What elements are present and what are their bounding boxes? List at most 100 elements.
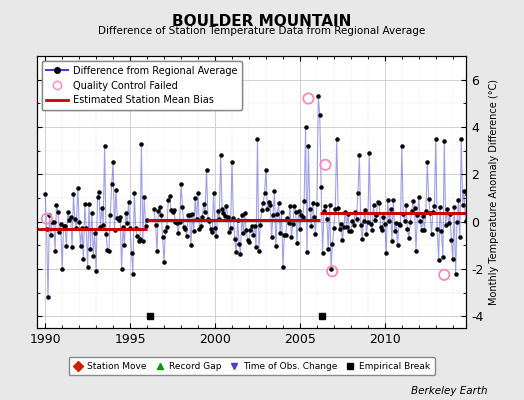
Point — [289, 220, 297, 227]
Point — [51, 248, 59, 254]
Text: Difference of Station Temperature Data from Regional Average: Difference of Station Temperature Data f… — [99, 26, 425, 36]
Point — [96, 224, 105, 230]
Point — [457, 136, 465, 142]
Point — [442, 222, 450, 228]
Point — [304, 143, 313, 149]
Point — [380, 220, 389, 227]
Point — [304, 95, 313, 102]
Point — [52, 202, 61, 208]
Point — [321, 162, 330, 168]
Point — [279, 263, 287, 270]
Point — [416, 217, 424, 224]
Point — [48, 218, 57, 225]
Point — [317, 184, 325, 190]
Point — [414, 194, 423, 200]
Point — [398, 143, 406, 149]
Point — [256, 222, 265, 228]
Point — [267, 234, 276, 240]
Point — [310, 214, 318, 220]
Point — [323, 216, 331, 222]
Point — [440, 272, 449, 278]
Point — [333, 136, 341, 142]
Point — [157, 212, 166, 218]
Point — [225, 228, 233, 235]
Point — [143, 216, 151, 223]
Point — [463, 190, 471, 197]
Point — [150, 206, 158, 212]
Point — [77, 242, 85, 249]
Point — [235, 240, 243, 247]
Point — [86, 246, 95, 252]
Point — [211, 225, 219, 231]
Point — [62, 242, 71, 249]
Point — [392, 220, 400, 226]
Point — [270, 188, 279, 194]
Point — [357, 222, 365, 228]
Text: Berkeley Earth: Berkeley Earth — [411, 386, 487, 396]
Point — [220, 210, 228, 217]
Point — [246, 227, 255, 233]
Point — [201, 209, 209, 215]
Text: BOULDER MOUNTAIN: BOULDER MOUNTAIN — [172, 14, 352, 29]
Point — [320, 208, 328, 214]
Point — [68, 244, 77, 250]
Point — [187, 242, 195, 249]
Point — [440, 138, 449, 144]
Point — [125, 199, 133, 205]
Point — [385, 218, 394, 224]
Point — [444, 220, 453, 226]
Point — [338, 237, 346, 244]
Point — [436, 204, 444, 210]
Point — [344, 210, 352, 217]
Point — [433, 226, 441, 232]
Point — [309, 200, 317, 206]
Point — [215, 216, 223, 223]
Point — [195, 226, 204, 232]
Point — [136, 236, 144, 242]
Point — [269, 212, 277, 218]
Point — [395, 221, 403, 228]
Point — [386, 206, 395, 212]
Point — [176, 219, 184, 226]
Point — [151, 222, 160, 228]
Point — [177, 181, 185, 187]
Point — [458, 201, 467, 208]
Point — [42, 226, 51, 232]
Point — [172, 220, 181, 226]
Point — [341, 208, 350, 215]
Point — [221, 212, 229, 219]
Point — [259, 200, 267, 207]
Point — [212, 232, 221, 239]
Point — [218, 206, 226, 212]
Point — [41, 190, 49, 197]
Point — [297, 212, 305, 218]
Point — [137, 140, 146, 147]
Point — [362, 231, 370, 237]
Point — [139, 238, 147, 244]
Point — [154, 208, 162, 214]
Point — [361, 207, 369, 214]
Point — [97, 204, 106, 211]
Point — [185, 212, 194, 218]
Point — [126, 224, 134, 231]
Point — [119, 224, 127, 230]
Point — [133, 233, 141, 240]
Point — [250, 223, 259, 230]
Point — [182, 233, 191, 239]
Point — [422, 208, 430, 214]
Point — [115, 217, 123, 223]
Point — [331, 205, 340, 212]
Point — [410, 205, 419, 211]
Point — [122, 210, 130, 216]
Point — [228, 159, 236, 166]
Point — [93, 194, 102, 200]
Point — [65, 216, 73, 223]
Point — [409, 198, 417, 204]
Point — [285, 220, 293, 226]
Point — [202, 166, 211, 173]
Point — [301, 124, 310, 130]
Point — [130, 190, 138, 197]
Point — [113, 214, 122, 221]
Point — [340, 224, 348, 230]
Point — [379, 214, 388, 220]
